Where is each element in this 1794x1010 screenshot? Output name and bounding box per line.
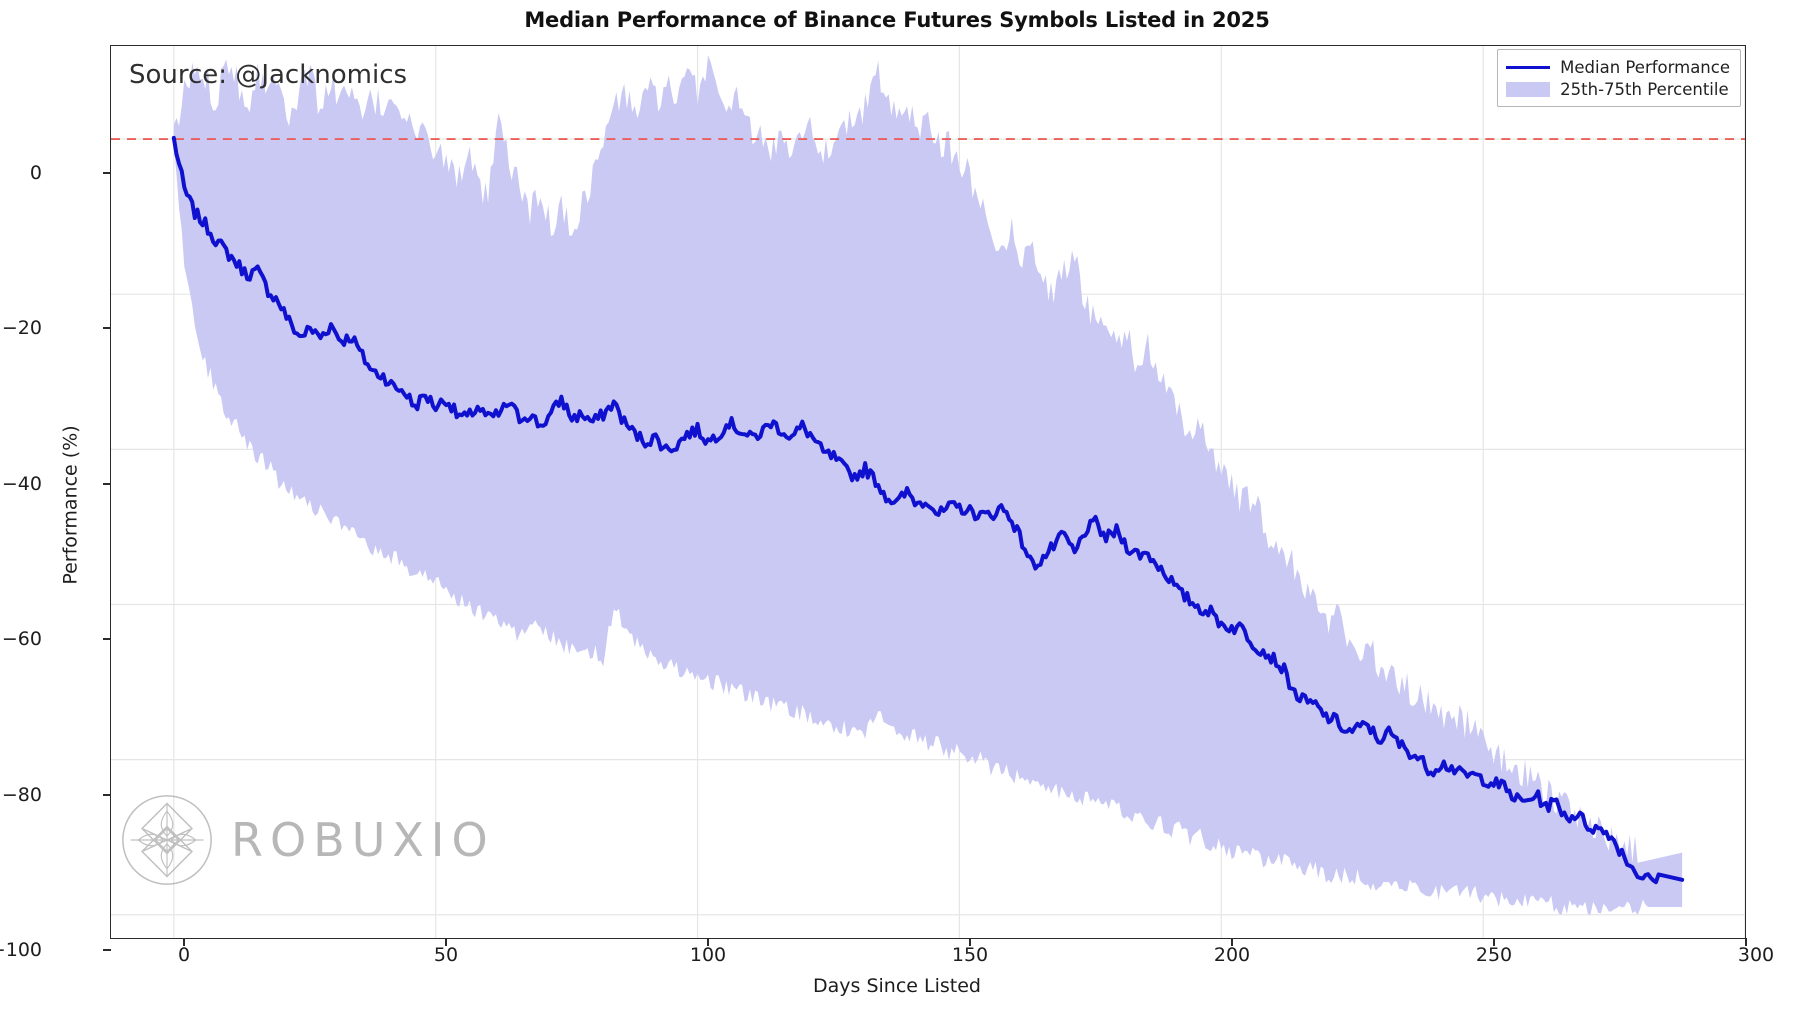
y-tick-mark (103, 483, 111, 485)
x-tick-mark (1231, 938, 1233, 946)
percentile-band (173, 55, 1683, 915)
x-tick-label: 250 (1475, 944, 1513, 966)
legend-item-percentile[interactable]: 25th-75th Percentile (1506, 78, 1730, 100)
x-tick-label: 0 (177, 944, 191, 966)
x-tick-mark (445, 938, 447, 946)
x-tick-mark (969, 938, 971, 946)
legend-label: Median Performance (1560, 57, 1730, 77)
legend-label: 25th-75th Percentile (1560, 79, 1729, 99)
plot-area: Source: @Jacknomics Median Performance 2… (110, 45, 1746, 939)
source-annotation: Source: @Jacknomics (129, 60, 408, 90)
y-tick-label: −60 (1, 628, 42, 650)
y-tick-label: −100 (0, 939, 42, 961)
median-performance-line (171, 135, 1685, 885)
y-tick-label: −80 (1, 784, 42, 806)
y-tick-label: −40 (1, 473, 42, 495)
y-tick-label: −20 (1, 317, 42, 339)
legend-item-median[interactable]: Median Performance (1506, 56, 1730, 78)
x-tick-mark (1493, 938, 1495, 946)
x-tick-label: 150 (951, 944, 989, 966)
x-tick-label: 100 (689, 944, 727, 966)
y-tick-mark (103, 949, 111, 951)
chart-legend: Median Performance 25th-75th Percentile (1497, 49, 1741, 107)
legend-band-swatch-icon (1506, 81, 1551, 97)
x-axis-label: Days Since Listed (813, 975, 981, 997)
y-tick-mark (103, 794, 111, 796)
y-tick-label: 0 (29, 162, 42, 184)
page-title: Median Performance of Binance Futures Sy… (524, 8, 1270, 32)
x-tick-mark (707, 938, 709, 946)
y-tick-mark (103, 327, 111, 329)
x-tick-label: 300 (1737, 944, 1775, 966)
x-tick-label: 200 (1213, 944, 1251, 966)
y-tick-mark (103, 172, 111, 174)
legend-line-swatch-icon (1506, 65, 1551, 69)
y-tick-mark (103, 638, 111, 640)
x-tick-mark (183, 938, 185, 946)
y-axis-label: Performance (%) (59, 425, 82, 585)
x-tick-mark (1745, 938, 1747, 946)
x-tick-label: 50 (433, 944, 459, 966)
chart-canvas (111, 46, 1745, 938)
